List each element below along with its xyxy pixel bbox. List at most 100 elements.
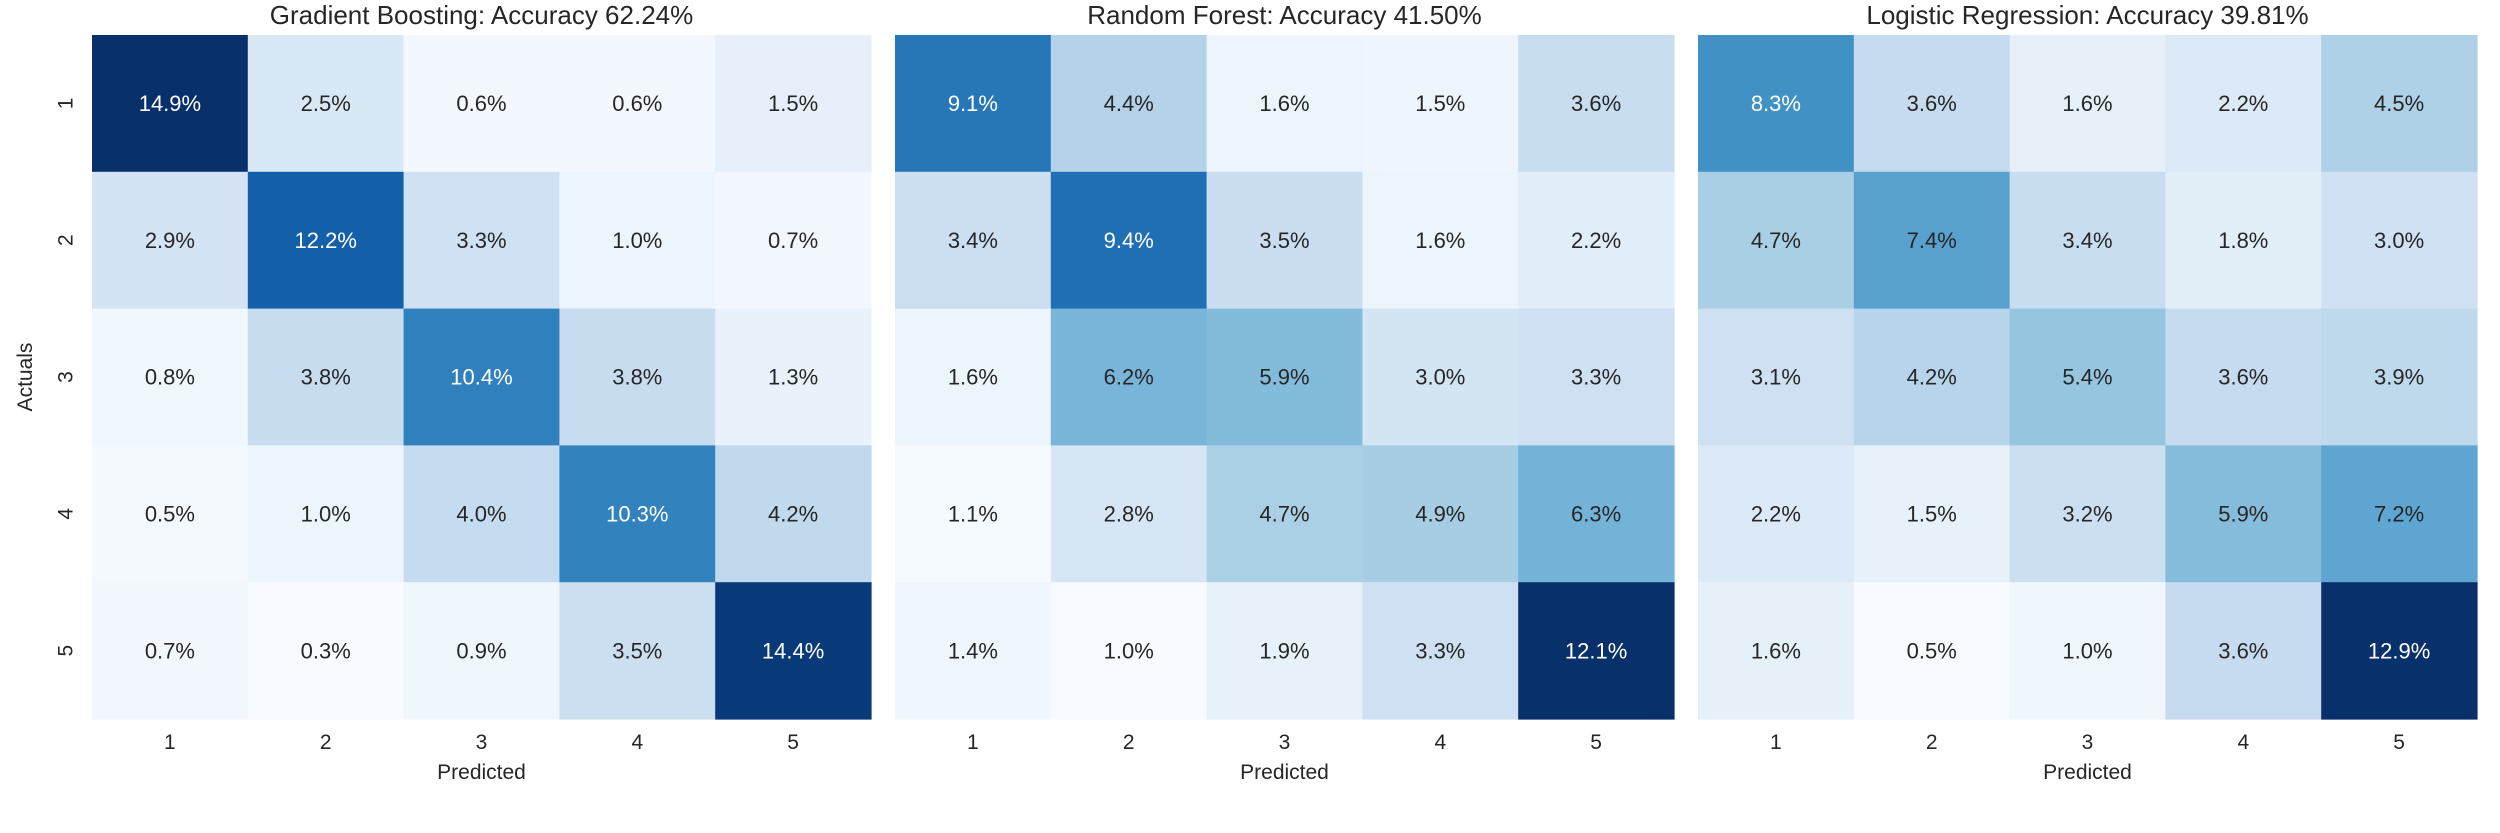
heatmap-cell-p3-r2-c1: [1698, 171, 1855, 310]
cell-label-p3-r4-c5: 7.2%: [2374, 502, 2424, 527]
cell-label-p1-r2-c5: 0.7%: [768, 228, 818, 253]
cell-label-p1-r3-c1: 0.8%: [145, 365, 195, 390]
y-axis-label-p1: Actuals: [14, 343, 37, 412]
cell-label-p1-r4-c4: 10.3%: [606, 502, 668, 527]
heatmap-cell-p1-r2-c2: [247, 171, 405, 310]
cell-label-p3-r4-c3: 3.2%: [2062, 502, 2112, 527]
cell-label-p3-r1-c5: 4.5%: [2374, 91, 2424, 116]
heatmap-cell-p3-r4-c4: [2165, 445, 2322, 583]
cell-label-p2-r5-c2: 1.0%: [1104, 638, 1154, 663]
heatmap-cell-p2-r3-c1: [895, 308, 1052, 446]
heatmap-cell-p1-r4-c5: [715, 445, 872, 583]
cell-label-p2-r2-c4: 1.6%: [1415, 228, 1465, 253]
heatmap-cell-p1-r5-c3: [403, 582, 560, 720]
cell-label-p2-r5-c4: 3.3%: [1415, 638, 1465, 663]
heatmap-cell-p2-r2-c1: [895, 171, 1052, 310]
cell-label-p3-r2-c4: 1.8%: [2218, 228, 2268, 253]
heatmap-cell-p3-r5-c4: [2165, 582, 2322, 720]
cell-label-p1-r5-c1: 0.7%: [145, 638, 195, 663]
cell-label-p1-r5-c3: 0.9%: [456, 638, 506, 663]
cell-label-p3-r4-c2: 1.5%: [1907, 502, 1957, 527]
cell-label-p1-r1-c2: 2.5%: [301, 91, 351, 116]
heatmap-cell-p3-r3-c4: [2165, 308, 2322, 446]
heatmap-cell-p2-r4-c4: [1362, 445, 1519, 583]
heatmap-cell-p2-r5-c1: [895, 582, 1052, 720]
cell-label-p3-r3-c1: 3.1%: [1751, 365, 1801, 390]
heatmap-cell-p1-r3-c3: [403, 308, 560, 446]
heatmap-cell-p3-r3-c5: [2321, 308, 2478, 446]
heatmap-cell-p1-r3-c4: [559, 308, 716, 446]
heatmap-cell-p2-r5-c5: [1518, 582, 1675, 720]
heatmap-cell-p1-r1-c4: [559, 35, 716, 173]
cell-label-p1-r3-c3: 10.4%: [450, 365, 512, 390]
heatmap-cell-p1-r5-c5: [715, 582, 872, 720]
cell-label-p2-r3-c3: 5.9%: [1259, 365, 1309, 390]
cell-label-p3-r5-c2: 0.5%: [1907, 638, 1957, 663]
cell-label-p1-r3-c5: 1.3%: [768, 365, 818, 390]
y-tick-label-p1-3: 3: [55, 371, 78, 383]
x-tick-label-p1-5: 5: [787, 731, 799, 754]
cell-label-p1-r4-c5: 4.2%: [768, 502, 818, 527]
cell-label-p3-r2-c2: 7.4%: [1907, 228, 1957, 253]
heatmap-cell-p3-r5-c5: [2321, 582, 2478, 720]
x-tick-label-p2-5: 5: [1590, 731, 1602, 754]
heatmap-cell-p3-r5-c3: [2009, 582, 2166, 720]
heatmap-cell-p1-r1-c2: [247, 35, 405, 173]
x-tick-label-p3-2: 2: [1926, 731, 1938, 754]
heatmap-cell-p1-r1-c5: [715, 35, 872, 173]
cell-label-p2-r3-c5: 3.3%: [1571, 365, 1621, 390]
heatmap-cell-p1-r5-c4: [559, 582, 716, 720]
heatmap-cell-p3-r3-c1: [1698, 308, 1855, 446]
heatmap-cell-p1-r1-c1: [92, 35, 249, 173]
x-axis-label-p2: Predicted: [1240, 761, 1329, 784]
heatmap-cell-p2-r2-c3: [1206, 171, 1363, 310]
cell-label-p2-r4-c3: 4.7%: [1259, 502, 1309, 527]
heatmap-cell-p2-r3-c4: [1362, 308, 1519, 446]
cell-label-p3-r1-c3: 1.6%: [2062, 91, 2112, 116]
heatmap-cell-p3-r1-c2: [1853, 35, 2011, 173]
x-axis-label-p3: Predicted: [2043, 761, 2132, 784]
heatmap-cell-p2-r5-c3: [1206, 582, 1363, 720]
cell-label-p3-r4-c1: 2.2%: [1751, 502, 1801, 527]
heatmap-cell-p2-r1-c3: [1206, 35, 1363, 173]
heatmap-cell-p2-r2-c4: [1362, 171, 1519, 310]
x-tick-label-p3-3: 3: [2082, 731, 2094, 754]
heatmap-cell-p1-r3-c5: [715, 308, 872, 446]
y-tick-label-p1-5: 5: [55, 645, 78, 657]
heatmap-cell-p3-r4-c1: [1698, 445, 1855, 583]
y-tick-label-p1-4: 4: [55, 508, 78, 520]
cell-label-p3-r5-c3: 1.0%: [2062, 638, 2112, 663]
cell-label-p2-r2-c2: 9.4%: [1104, 228, 1154, 253]
heatmap-cell-p2-r1-c2: [1050, 35, 1208, 173]
cell-label-p1-r5-c2: 0.3%: [301, 638, 351, 663]
heatmap-cell-p1-r2-c5: [715, 171, 872, 310]
x-tick-label-p3-1: 1: [1770, 731, 1782, 754]
heatmap-cell-p2-r5-c2: [1050, 582, 1208, 720]
heatmap-cell-p3-r1-c1: [1698, 35, 1855, 173]
cell-label-p3-r1-c2: 3.6%: [1907, 91, 1957, 116]
cell-label-p1-r2-c2: 12.2%: [295, 228, 357, 253]
cell-label-p2-r2-c5: 2.2%: [1571, 228, 1621, 253]
cell-label-p1-r3-c4: 3.8%: [612, 365, 662, 390]
cell-label-p2-r1-c5: 3.6%: [1571, 91, 1621, 116]
chart-title-p3: Logistic Regression: Accuracy 39.81%: [1866, 0, 2308, 30]
cell-label-p1-r5-c5: 14.4%: [762, 638, 824, 663]
heatmap-cell-p3-r1-c5: [2321, 35, 2478, 173]
heatmap-cell-p1-r4-c1: [92, 445, 249, 583]
heatmap-cell-p1-r4-c3: [403, 445, 560, 583]
cell-label-p2-r4-c2: 2.8%: [1104, 502, 1154, 527]
heatmap-cell-p1-r5-c2: [247, 582, 405, 720]
heatmap-cell-p3-r1-c3: [2009, 35, 2166, 173]
heatmap-cell-p2-r2-c2: [1050, 171, 1208, 310]
heatmap-cell-p1-r2-c3: [403, 171, 560, 310]
cell-label-p3-r2-c5: 3.0%: [2374, 228, 2424, 253]
cell-label-p3-r1-c1: 8.3%: [1751, 91, 1801, 116]
heatmap-cell-p3-r4-c3: [2009, 445, 2166, 583]
heatmap-cell-p3-r5-c1: [1698, 582, 1855, 720]
cell-label-p1-r1-c4: 0.6%: [612, 91, 662, 116]
heatmap-cell-p3-r1-c4: [2165, 35, 2322, 173]
heatmap-cell-p2-r5-c4: [1362, 582, 1519, 720]
x-axis-label-p1: Predicted: [437, 761, 526, 784]
cell-label-p1-r4-c1: 0.5%: [145, 502, 195, 527]
